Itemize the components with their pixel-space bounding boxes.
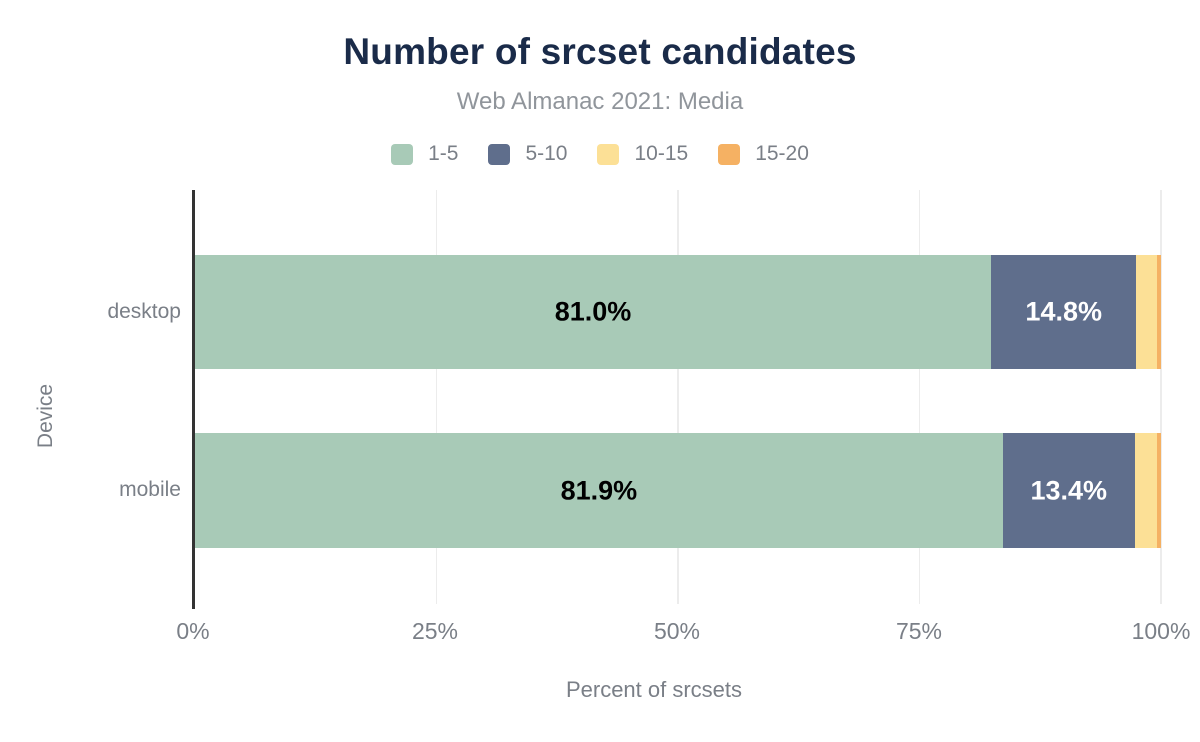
bar-segment-desktop-15-20[interactable] xyxy=(1157,255,1161,369)
legend-label: 1-5 xyxy=(428,142,459,165)
bar-segment-mobile-1-5[interactable] xyxy=(195,433,1003,548)
y-axis-title: Device xyxy=(34,383,57,449)
gridline xyxy=(1160,190,1162,604)
legend-swatch-icon xyxy=(488,143,511,165)
gridline xyxy=(677,190,679,604)
bar-segment-mobile-10-15[interactable] xyxy=(1134,433,1157,548)
bar-value-label: 81.0% xyxy=(554,296,632,327)
legend-swatch-icon xyxy=(391,143,414,165)
legend-item-15-20[interactable]: 15-20 xyxy=(718,142,809,166)
chart-title: Number of srcset candidates xyxy=(343,31,857,72)
x-tick-label: 0% xyxy=(176,618,210,644)
x-tick-label: 25% xyxy=(411,618,459,644)
x-tick-label: 50% xyxy=(653,618,701,644)
legend-item-1-5[interactable]: 1-5 xyxy=(391,142,458,166)
bar-segment-desktop-1-5[interactable] xyxy=(195,255,991,369)
legend-swatch-icon xyxy=(597,143,620,165)
bar-mobile: 81.9% 13.4% xyxy=(195,433,1161,548)
legend-label: 5-10 xyxy=(525,142,568,165)
legend-label: 15-20 xyxy=(755,142,809,165)
bar-value-label: 14.8% xyxy=(1025,296,1102,327)
legend-label: 10-15 xyxy=(634,142,689,165)
x-axis-ticks: 0% 25% 50% 75% 100% xyxy=(176,618,1190,644)
legend: 1-5 5-10 10-15 15-20 xyxy=(0,142,1200,166)
bar-desktop: 81.0% 14.8% xyxy=(195,255,1161,369)
plot-area: 81.0% 14.8% 81.9% 13.4% xyxy=(195,190,1162,604)
bar-segment-mobile-5-10[interactable] xyxy=(1002,433,1135,548)
legend-swatch-icon xyxy=(718,143,741,165)
category-label-desktop: desktop xyxy=(107,300,181,323)
x-tick-label: 100% xyxy=(1131,618,1191,644)
bar-value-label: 13.4% xyxy=(1030,475,1108,505)
bar-segment-mobile-15-20[interactable] xyxy=(1156,433,1161,548)
gridline xyxy=(918,190,921,604)
legend-item-5-10[interactable]: 5-10 xyxy=(488,142,567,166)
bar-segment-desktop-5-10[interactable] xyxy=(990,255,1137,369)
bar-segment-desktop-10-15[interactable] xyxy=(1136,255,1158,369)
legend-item-10-15[interactable]: 10-15 xyxy=(597,142,688,166)
x-tick-label: 75% xyxy=(895,618,943,644)
bar-value-label: 81.9% xyxy=(560,475,638,505)
chart-subtitle: Web Almanac 2021: Media xyxy=(456,88,744,115)
category-label-mobile: mobile xyxy=(119,478,181,501)
y-axis-line xyxy=(192,190,195,609)
gridline xyxy=(435,190,438,604)
x-axis-title: Percent of srcsets xyxy=(565,677,743,702)
